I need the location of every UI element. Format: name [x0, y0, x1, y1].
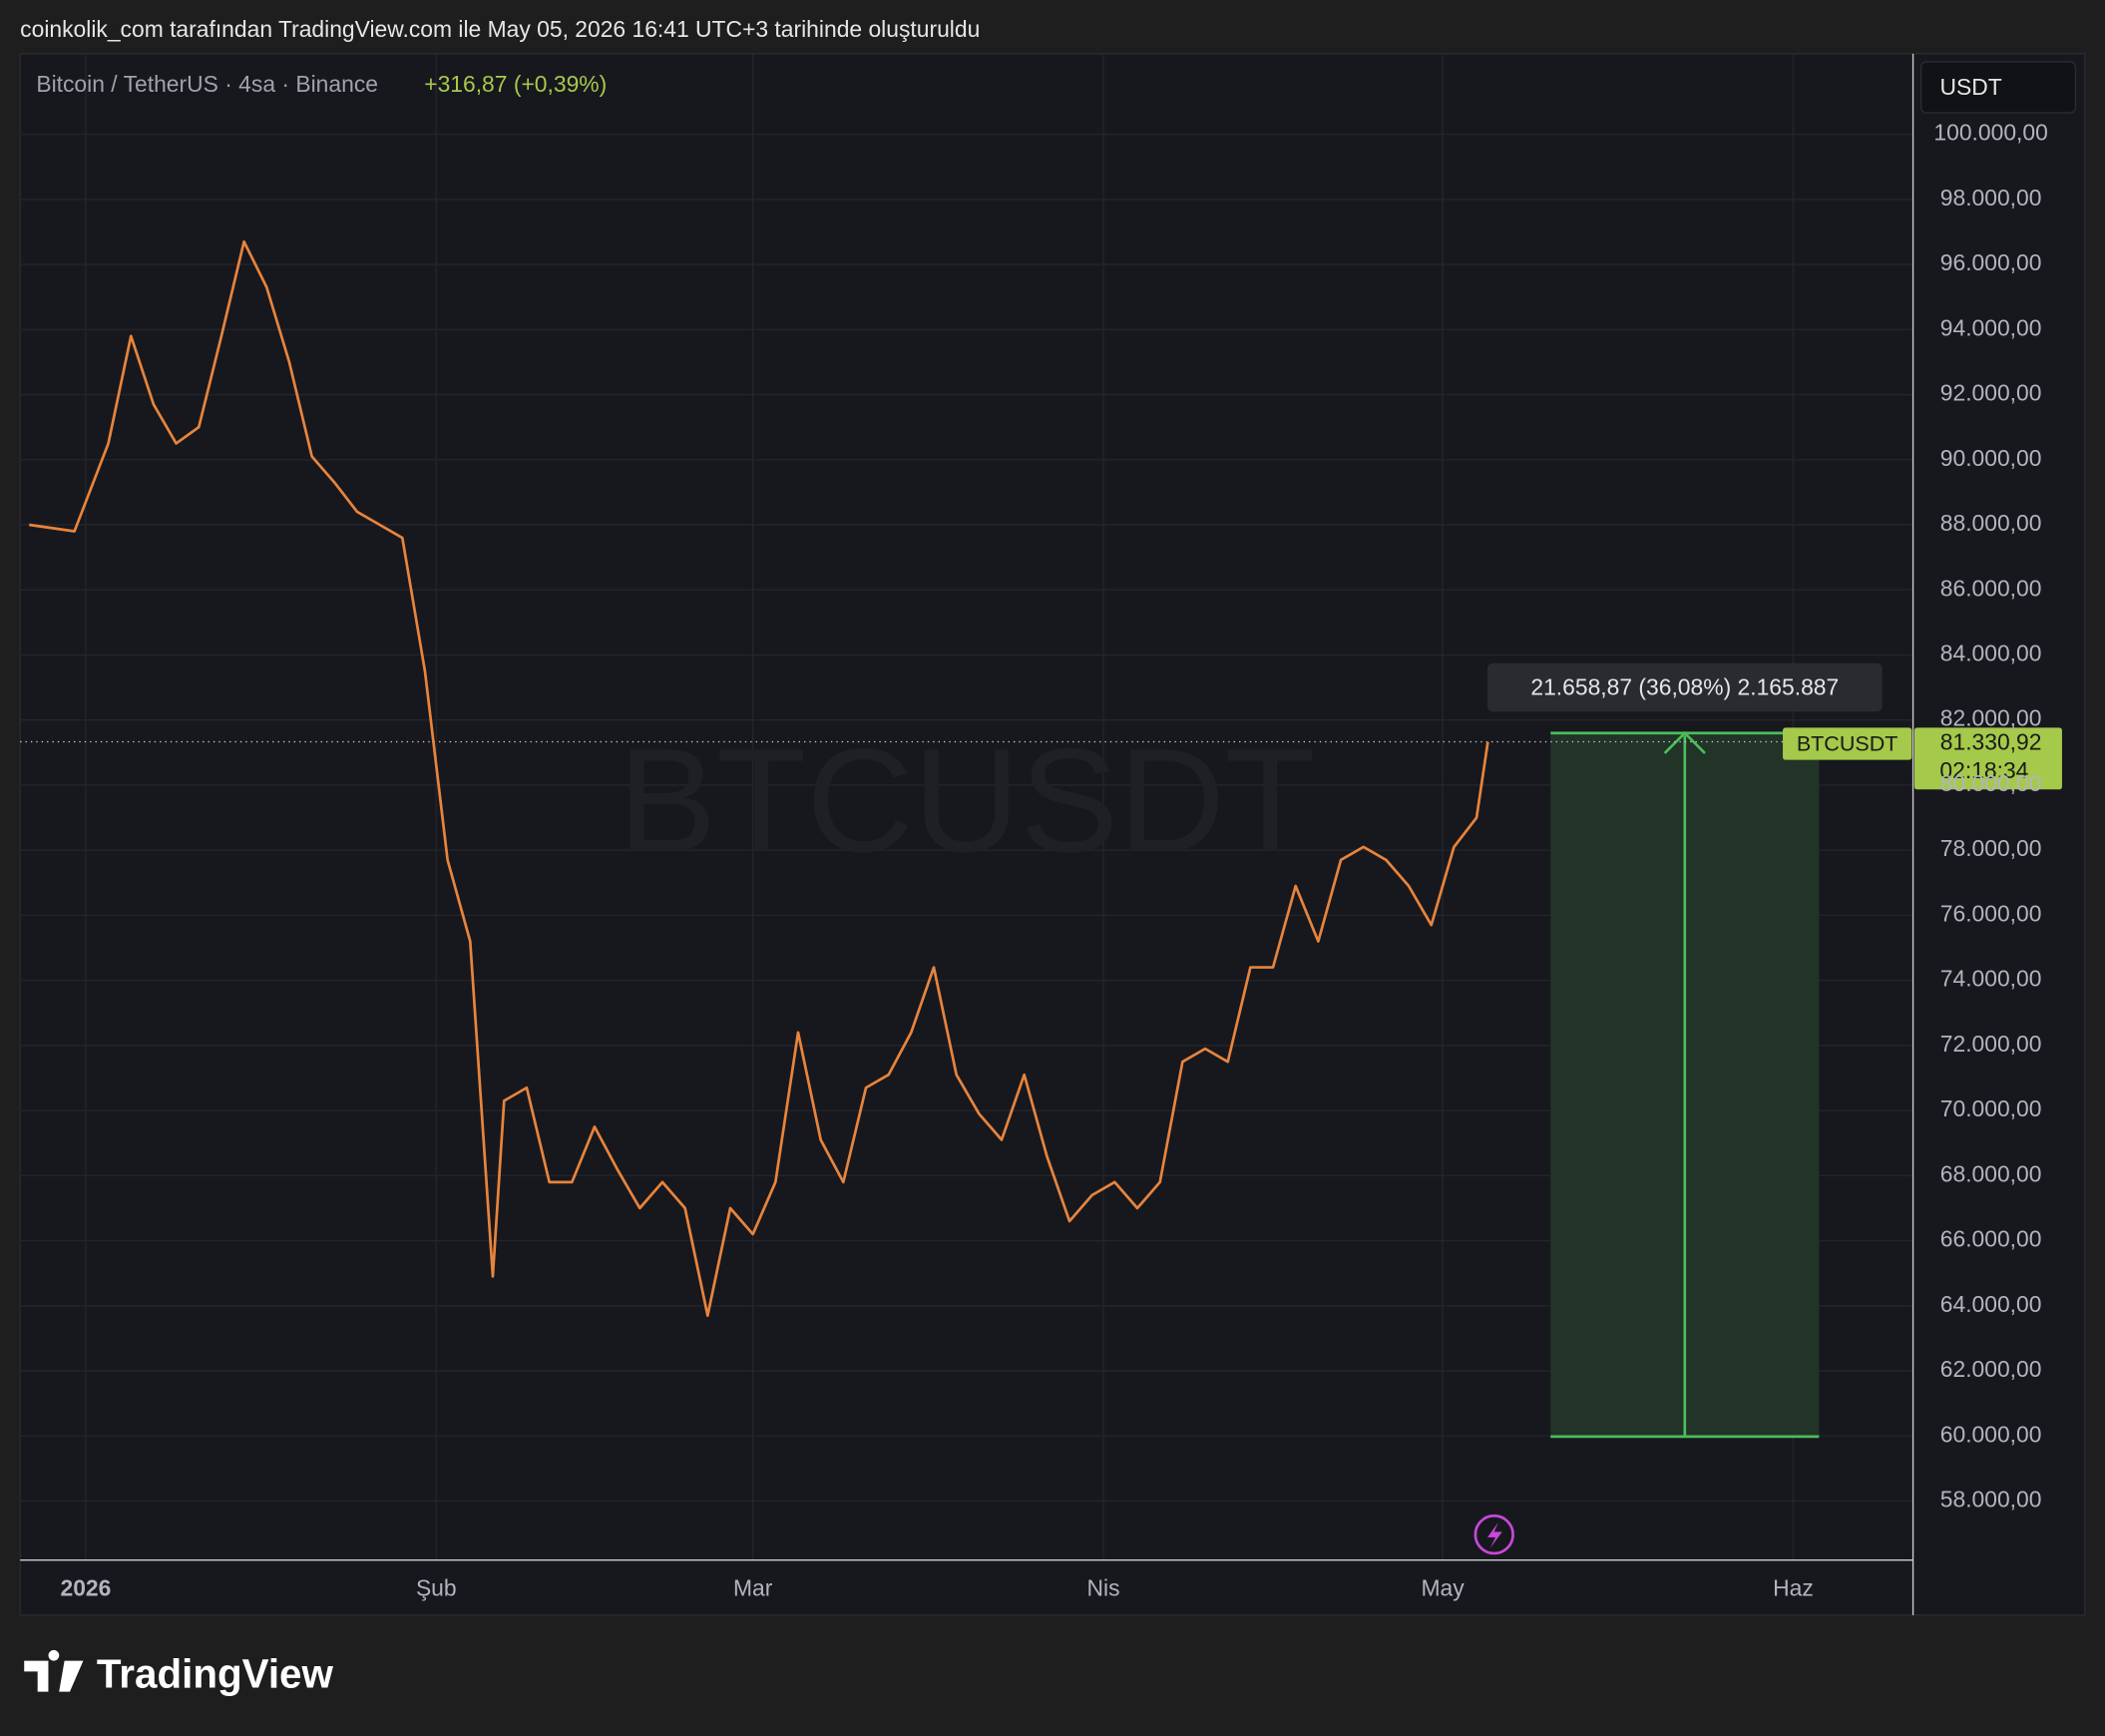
attribution: coinkolik_com tarafından TradingView.com…: [20, 16, 980, 42]
symbol-tag: [1783, 727, 1912, 760]
change: +316,87 (+0,39%): [424, 71, 607, 97]
y-tick-label: 68.000,00: [1940, 1160, 2042, 1186]
price-line: [29, 239, 1489, 1317]
brand: TradingView: [97, 1650, 334, 1696]
currency[interactable]: USDT: [1939, 74, 2001, 100]
y-tick-label: 58.000,00: [1940, 1487, 2042, 1513]
x-tick-label: Mar: [733, 1574, 773, 1600]
y-tick-label: 76.000,00: [1940, 900, 2042, 926]
y-tick-label: 82.000,00: [1940, 705, 2042, 731]
y-tick-label: 64.000,00: [1940, 1291, 2042, 1317]
y-tick-label: 96.000,00: [1940, 249, 2042, 275]
y-tick-label: 100.000,00: [1933, 120, 2047, 146]
currency-button[interactable]: [1919, 61, 2077, 114]
symbol-tag-text: BTCUSDT: [1797, 732, 1898, 756]
y-tick-label: 86.000,00: [1940, 575, 2042, 601]
y-tick-label: 62.000,00: [1940, 1356, 2042, 1382]
measure-label-box: [1486, 662, 1883, 712]
x-tick-label: Şub: [416, 1574, 457, 1600]
y-tick-label: 72.000,00: [1940, 1031, 2042, 1057]
y-tick-label: 60.000,00: [1940, 1421, 2042, 1447]
y-tick-label: 90.000,00: [1940, 445, 2042, 471]
event-icon[interactable]: [1474, 1514, 1514, 1555]
y-tick-label: 66.000,00: [1940, 1226, 2042, 1252]
y-tick-label: 80.000,00: [1940, 770, 2042, 796]
watermark: BTCUSDT: [618, 718, 1315, 883]
x-tick-label: Nis: [1087, 1574, 1120, 1600]
event-icon-bolt: [1486, 1522, 1502, 1548]
x-tick-label: Haz: [1773, 1574, 1814, 1600]
last-price: 81.330,92: [1940, 729, 2042, 755]
x-tick-label: May: [1421, 1574, 1465, 1600]
y-tick-label: 70.000,00: [1940, 1095, 2042, 1121]
measure-label: 21.658,87 (36,08%) 2.165.887: [1530, 673, 1839, 699]
y-tick-label: 74.000,00: [1940, 966, 2042, 992]
brand-logo: [24, 1649, 84, 1692]
y-tick-label: 88.000,00: [1940, 510, 2042, 536]
measure-arrowhead: [1663, 730, 1706, 754]
legend-title: Bitcoin / TetherUS · 4sa · Binance: [36, 71, 378, 97]
y-tick-label: 92.000,00: [1940, 380, 2042, 406]
y-tick-label: 98.000,00: [1940, 185, 2042, 211]
y-tick-label: 94.000,00: [1940, 314, 2042, 340]
price-tag: [1913, 727, 2062, 790]
y-tick-label: 84.000,00: [1940, 640, 2042, 665]
y-tick-label: 78.000,00: [1940, 835, 2042, 861]
x-tick-label: 2026: [60, 1574, 111, 1600]
countdown: 02:18:34: [1939, 757, 2028, 783]
